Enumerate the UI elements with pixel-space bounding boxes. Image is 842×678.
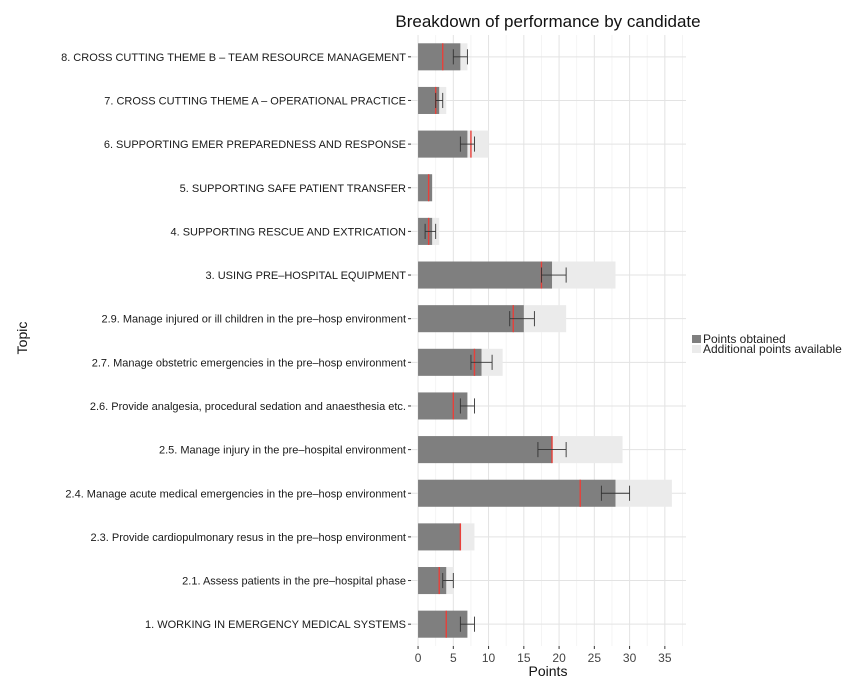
bar-points-obtained [418,305,524,333]
y-tick-label: 2.7. Manage obstetric emergencies in the… [92,357,406,369]
y-tick-labels: 8. CROSS CUTTING THEME B – TEAM RESOURCE… [61,52,411,631]
x-tick-labels: 0 5 10 15 20 25 30 35 [415,646,672,665]
x-tick-label: 30 [623,651,637,665]
y-axis-title: Topic [14,322,30,355]
y-tick-label: 6. SUPPORTING EMER PREPAREDNESS AND RESP… [104,139,406,151]
x-tick-label: 5 [450,651,457,665]
bar-points-obtained [418,261,553,289]
y-tick-label: 7. CROSS CUTTING THEME A – OPERATIONAL P… [104,95,406,107]
y-tick-label: 5. SUPPORTING SAFE PATIENT TRANSFER [180,183,406,195]
bars-layer [418,43,672,638]
x-tick-label: 0 [415,651,422,665]
bar-points-obtained [418,174,433,202]
y-tick-label: 3. USING PRE–HOSPITAL EQUIPMENT [206,270,407,282]
legend: Points obtained Additional points availa… [692,332,842,356]
y-tick-label: 2.5. Manage injury in the pre–hospital e… [159,445,406,457]
bar-points-obtained [418,567,447,595]
x-tick-label: 35 [658,651,672,665]
grid-lines [411,35,686,646]
y-tick-label: 2.4. Manage acute medical emergencies in… [65,488,406,500]
x-axis-title: Points [529,663,568,678]
plot-panel [411,35,686,646]
y-tick-label: 4. SUPPORTING RESCUE AND EXTRICATION [170,226,406,238]
x-tick-label: 10 [482,651,496,665]
y-tick-label: 2.6. Provide analgesia, procedural sedat… [90,401,406,413]
y-tick-label: 2.3. Provide cardiopulmonary resus in th… [90,532,406,544]
bar-points-obtained [418,86,440,114]
x-tick-label: 20 [552,651,566,665]
bar-additional-available [460,523,475,551]
y-tick-label: 2.9. Manage injured or ill children in t… [101,314,406,326]
bar-points-obtained [418,610,468,638]
bar-points-obtained [418,130,468,158]
legend-label-obtained: Points obtained [703,332,786,346]
y-tick-label: 8. CROSS CUTTING THEME B – TEAM RESOURCE… [61,52,406,64]
legend-label-available: Additional points available [703,342,842,356]
bar-points-obtained [418,523,461,551]
chart-title: Breakdown of performance by candidate [395,12,700,31]
x-tick-label: 25 [588,651,602,665]
legend-key-available [692,345,701,353]
bar-additional-available [467,130,489,158]
bar-points-obtained [418,479,616,507]
legend-key-obtained [692,335,701,343]
x-tick-label: 15 [517,651,531,665]
bar-points-obtained [418,436,553,464]
y-tick-label: 2.1. Assess patients in the pre–hospital… [182,576,406,588]
y-tick-label: 1. WORKING IN EMERGENCY MEDICAL SYSTEMS [145,619,406,631]
bar-points-obtained [418,392,468,420]
